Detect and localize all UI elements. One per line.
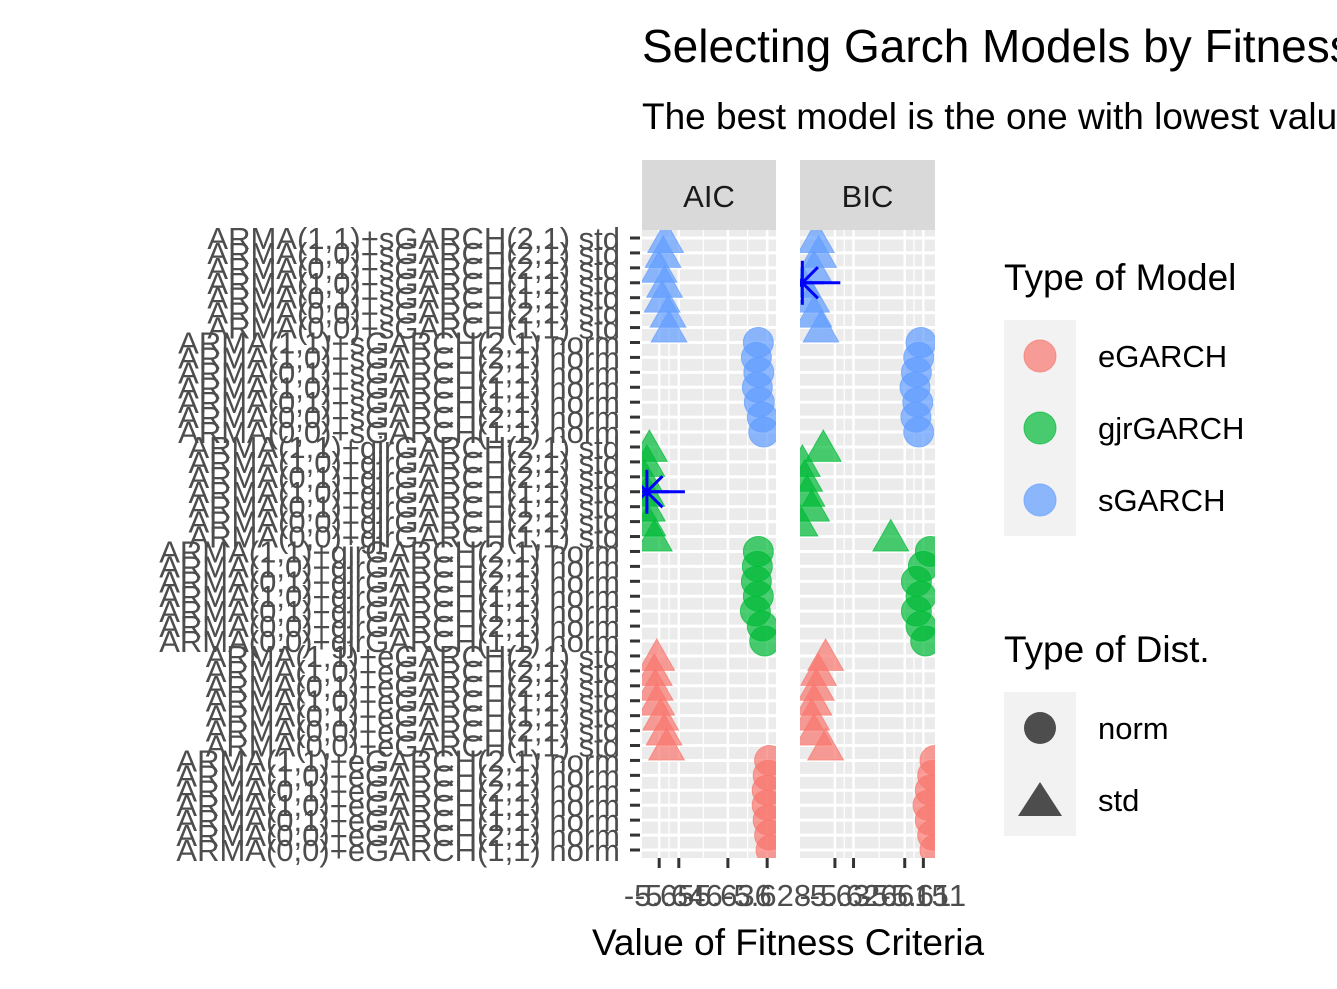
legend-label: gjrGARCH [1098,411,1244,446]
chart-title: Selecting Garch Models by Fitness Criter… [642,20,1337,72]
legend-shape-circle-icon [1024,712,1056,744]
data-point-circle [904,417,934,447]
legend-label: sGARCH [1098,483,1225,518]
legend-model-title: Type of Model [1004,257,1236,298]
y-tick-label: ARMA(0,0)+eGARCH(1,1) norm [176,833,620,868]
legend-swatch-egarch [1024,340,1056,372]
legend-label: std [1098,783,1139,818]
y-axis: ARMA(1,1)+sGARCH(2,1) stdARMA(1,0)+sGARC… [159,221,640,868]
legend-swatch-gjrgarch [1024,412,1056,444]
legend-label: norm [1098,711,1169,746]
facet-strip-label: AIC [683,179,735,214]
x-tick-label: -5.628 [723,878,811,913]
legend-label: eGARCH [1098,339,1227,374]
x-tick-label: -5.611 [881,878,967,913]
data-point-circle [749,417,779,447]
legend-dist-title: Type of Dist. [1004,629,1210,670]
data-point-circle [750,626,780,656]
legend-swatch-sgarch [1024,484,1056,516]
facet-strip-label: BIC [842,179,894,214]
chart-subtitle: The best model is the one with lowest va… [642,96,1337,137]
x-axis-title: Value of Fitness Criteria [592,922,984,963]
